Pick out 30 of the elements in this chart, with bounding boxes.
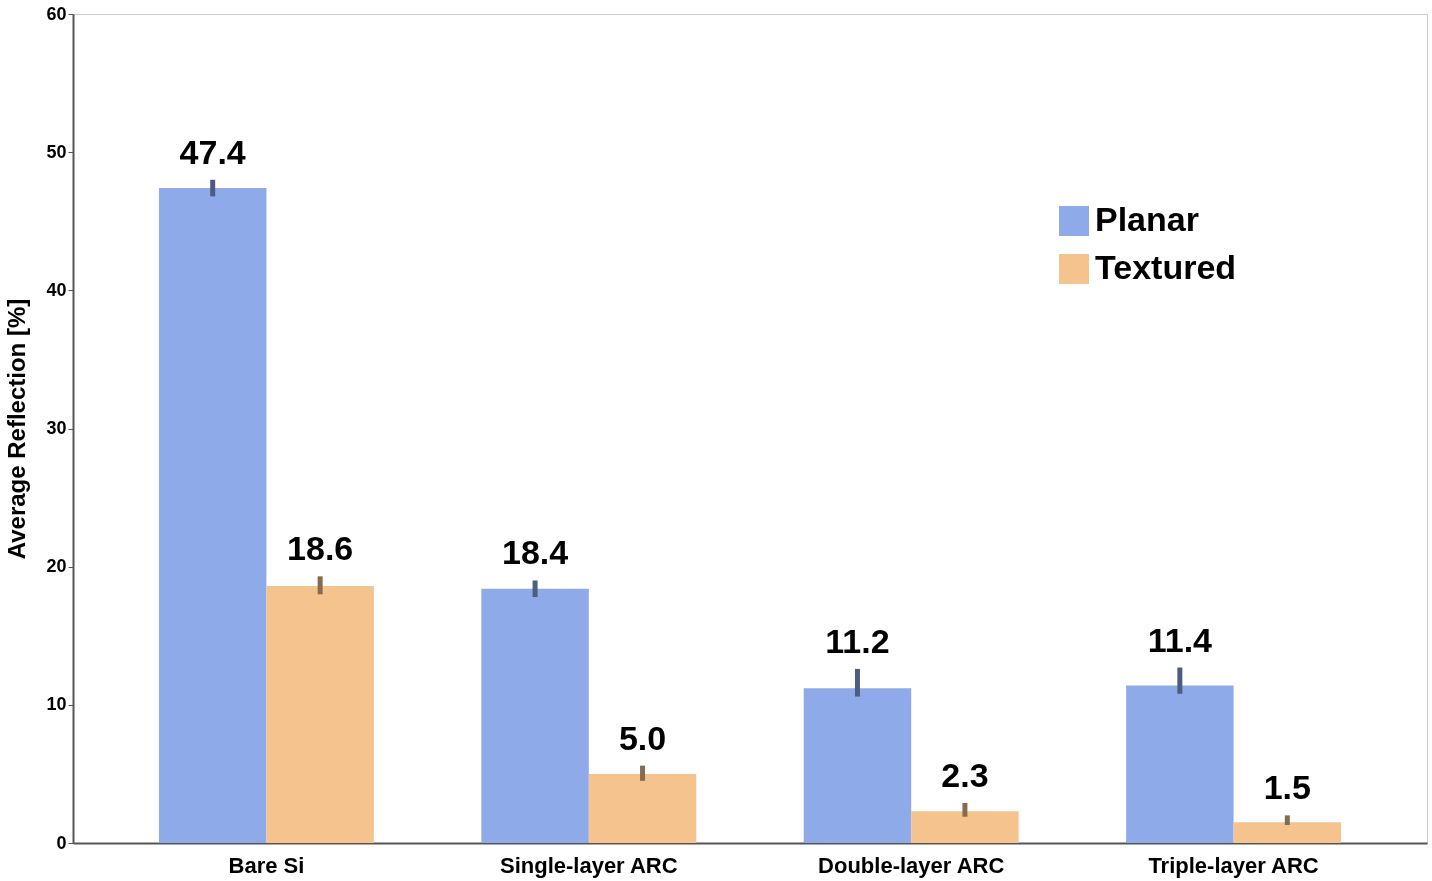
y-tick-label: 30	[46, 418, 67, 438]
y-tick-label: 60	[46, 3, 67, 24]
data-label: 1.5	[1263, 768, 1311, 807]
y-tick-label: 0	[56, 832, 67, 853]
y-axis-title: Average Reflection [%]	[3, 298, 31, 560]
bar	[158, 188, 267, 843]
y-tick-label: 40	[46, 279, 67, 300]
legend-label: Textured	[1095, 248, 1237, 286]
y-tick-label: 50	[46, 141, 67, 162]
x-tick-label: Triple-layer ARC	[1148, 852, 1319, 878]
data-label: 11.2	[825, 621, 890, 660]
bar	[588, 773, 697, 843]
x-tick-label: Double-layer ARC	[818, 852, 1005, 878]
bar	[803, 688, 912, 843]
data-label: 18.4	[501, 533, 569, 572]
bar	[266, 586, 374, 843]
data-label: 18.6	[287, 529, 354, 568]
bar	[1233, 822, 1342, 843]
bar	[1126, 685, 1234, 843]
data-label: 2.3	[941, 755, 989, 794]
y-tick-label: 10	[46, 694, 67, 715]
y-tick-label: 20	[46, 556, 67, 577]
x-tick-label: Single-layer ARC	[499, 852, 678, 878]
bar	[911, 811, 1019, 843]
bar	[481, 588, 589, 843]
data-label: 47.4	[179, 132, 246, 171]
data-label: 5.0	[618, 718, 667, 757]
legend-label: Planar	[1095, 200, 1199, 238]
x-tick-label: Bare Si	[228, 852, 305, 878]
data-label: 11.4	[1147, 620, 1213, 659]
